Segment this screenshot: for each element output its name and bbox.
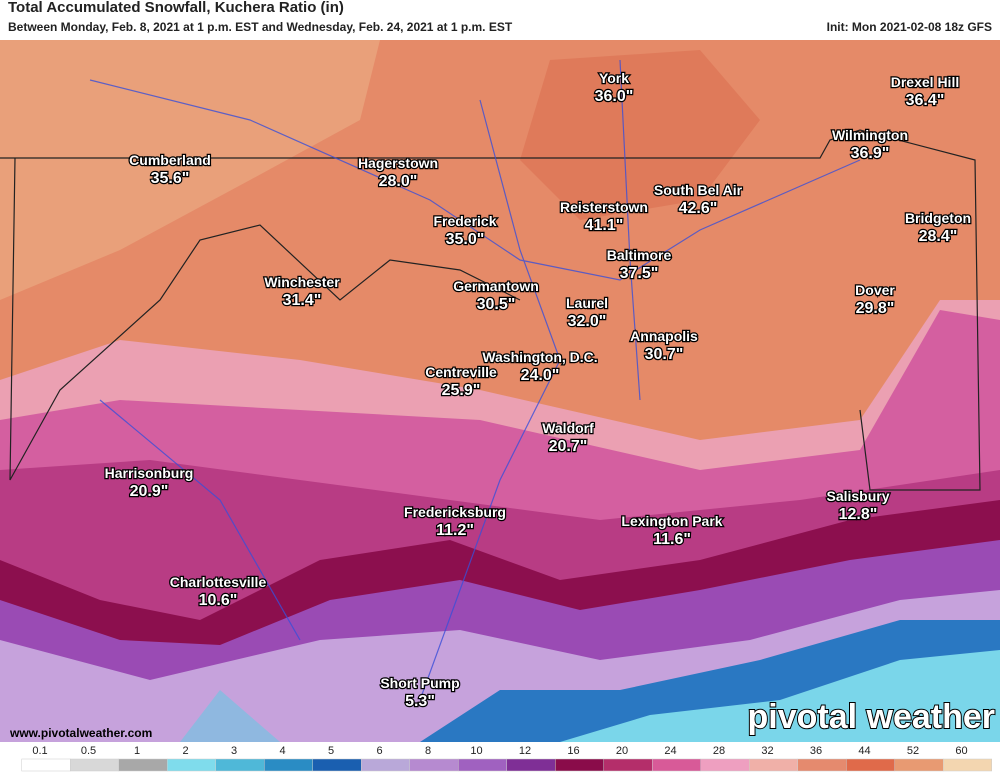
watermark: pivotal weather bbox=[747, 698, 995, 736]
legend-swatch bbox=[409, 758, 459, 772]
city-name: Drexel Hill bbox=[891, 74, 959, 90]
legend-label: 2 bbox=[182, 745, 188, 757]
legend-swatch bbox=[21, 758, 71, 772]
city-name: Centreville bbox=[425, 364, 497, 380]
city-value: 29.8" bbox=[856, 300, 895, 317]
legend-label: 0.5 bbox=[81, 745, 96, 757]
legend-swatch bbox=[846, 758, 895, 772]
legend-label: 12 bbox=[519, 745, 531, 757]
city-name: Bridgeton bbox=[905, 210, 971, 226]
legend-label: 6 bbox=[376, 745, 382, 757]
legend-swatch bbox=[700, 758, 750, 772]
city-value: 20.7" bbox=[549, 438, 588, 455]
city-value: 36.9" bbox=[851, 145, 890, 162]
legend-swatch bbox=[506, 758, 556, 772]
city-value: 35.0" bbox=[446, 231, 485, 248]
city-name: Annapolis bbox=[630, 328, 698, 344]
legend-swatch bbox=[167, 758, 216, 772]
city-value: 11.2" bbox=[436, 522, 474, 539]
city-name: Washington, D.C. bbox=[482, 349, 597, 365]
city-name: Wilmington bbox=[832, 127, 908, 143]
legend-label: 1 bbox=[134, 745, 140, 757]
city-value: 30.5" bbox=[477, 296, 516, 313]
city-name: Charlottesville bbox=[170, 574, 267, 590]
city-value: 42.6" bbox=[679, 200, 718, 217]
city-name: Salisbury bbox=[826, 488, 889, 504]
city-value: 10.6" bbox=[199, 592, 238, 609]
city-name: South Bel Air bbox=[654, 182, 743, 198]
city-value: 12.8" bbox=[839, 506, 878, 523]
legend-label: 10 bbox=[470, 745, 482, 757]
city-name: Germantown bbox=[453, 278, 539, 294]
legend-label: 8 bbox=[425, 745, 431, 757]
legend-swatch bbox=[797, 758, 847, 772]
legend-label: 52 bbox=[907, 745, 919, 757]
legend-swatch bbox=[603, 758, 653, 772]
legend-label: 28 bbox=[713, 745, 725, 757]
city-value: 37.5" bbox=[620, 265, 659, 282]
city-value: 24.0" bbox=[521, 367, 560, 384]
legend-swatch bbox=[361, 758, 410, 772]
legend-label: 44 bbox=[858, 745, 870, 757]
snowfall-field bbox=[0, 40, 1000, 742]
legend-swatch bbox=[264, 758, 313, 772]
city-labels: York 36.0" Drexel Hill 36.4" Wilmington 36.9"… bbox=[103, 69, 972, 712]
city-name: York bbox=[599, 70, 629, 86]
city-name: Reisterstown bbox=[560, 199, 648, 215]
city-name: Hagerstown bbox=[358, 155, 438, 171]
city-name: Lexington Park bbox=[621, 513, 722, 529]
legend-swatch bbox=[943, 758, 992, 772]
city-value: 5.3" bbox=[405, 693, 435, 710]
city-value: 41.1" bbox=[585, 217, 624, 234]
city-value: 31.4" bbox=[283, 292, 322, 309]
city-name: Laurel bbox=[566, 295, 608, 311]
city-value: 25.9" bbox=[442, 382, 481, 399]
legend-label: 16 bbox=[567, 745, 579, 757]
legend-label: 0.1 bbox=[32, 745, 47, 757]
legend-swatch bbox=[118, 758, 168, 772]
legend-swatch bbox=[894, 758, 944, 772]
legend-label: 4 bbox=[279, 745, 285, 757]
city-name: Waldorf bbox=[542, 420, 594, 436]
city-value: 36.4" bbox=[906, 92, 945, 109]
legend-label: 24 bbox=[664, 745, 676, 757]
legend-swatch bbox=[312, 758, 362, 772]
city-value: 36.0" bbox=[595, 88, 634, 105]
subtitle: Between Monday, Feb. 8, 2021 at 1 p.m. E… bbox=[8, 20, 513, 34]
city-name: Frederick bbox=[433, 213, 496, 229]
city-value: 11.6" bbox=[653, 531, 691, 548]
city-value: 28.0" bbox=[379, 173, 418, 190]
legend-swatch bbox=[458, 758, 507, 772]
legend-swatch bbox=[749, 758, 798, 772]
legend: 0.1 0.5 1 2 3 4 5 6 8 10 12 16 20 24 28 32 36 44 52 60 bbox=[0, 742, 1000, 773]
city-value: 20.9" bbox=[130, 483, 169, 500]
legend-label: 5 bbox=[328, 745, 334, 757]
city-name: Dover bbox=[855, 282, 895, 298]
city-name: Short Pump bbox=[380, 675, 459, 691]
init-time: Init: Mon 2021-02-08 18z GFS bbox=[827, 20, 992, 34]
legend-swatch bbox=[555, 758, 604, 772]
city-name: Winchester bbox=[264, 274, 340, 290]
legend-label: 60 bbox=[955, 745, 967, 757]
city-value: 35.6" bbox=[151, 170, 190, 187]
legend-label: 32 bbox=[761, 745, 773, 757]
website: www.pivotalweather.com bbox=[9, 726, 152, 740]
title: Total Accumulated Snowfall, Kuchera Rati… bbox=[8, 0, 344, 16]
city-value: 30.7" bbox=[645, 346, 684, 363]
city-value: 28.4" bbox=[919, 228, 958, 245]
city-name: Harrisonburg bbox=[105, 465, 194, 481]
legend-swatch bbox=[215, 758, 265, 772]
city-value: 32.0" bbox=[568, 313, 607, 330]
city-name: Baltimore bbox=[607, 247, 672, 263]
legend-label: 36 bbox=[810, 745, 822, 757]
city-name: Fredericksburg bbox=[404, 504, 506, 520]
legend-swatch bbox=[70, 758, 119, 772]
legend-label: 20 bbox=[616, 745, 628, 757]
city-name: Cumberland bbox=[129, 152, 211, 168]
legend-label: 3 bbox=[231, 745, 237, 757]
legend-swatch bbox=[652, 758, 701, 772]
